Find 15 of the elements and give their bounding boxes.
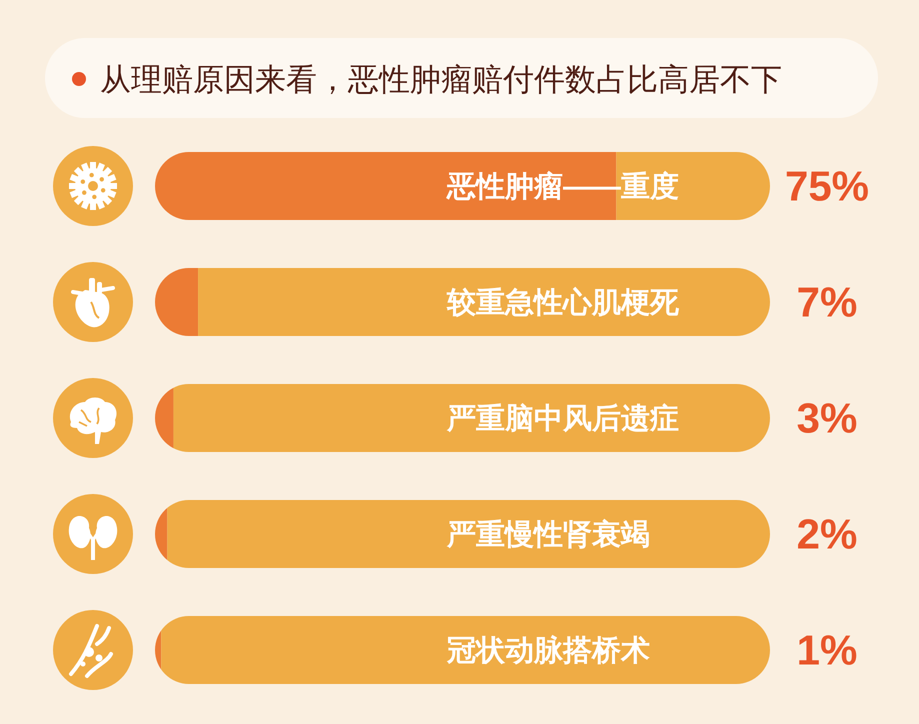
data-label: 7% (796, 278, 858, 326)
bar (198, 268, 770, 336)
y-tick-label: 严重慢性肾衰竭 (446, 518, 650, 552)
data-label: 1% (796, 626, 858, 674)
chart-title: 从理赔原因来看，恶性肿瘤赔付件数占比高居不下 (100, 62, 782, 97)
bar (167, 500, 770, 568)
data-label: 75% (784, 162, 870, 210)
y-tick-label: 严重脑中风后遗症 (446, 402, 679, 436)
bar (173, 384, 770, 452)
y-tick-label: 冠状动脉搭桥术 (446, 634, 650, 668)
bar (161, 616, 770, 684)
y-tick-label: 较重急性心肌梗死 (446, 286, 680, 320)
data-label: 3% (796, 394, 858, 442)
data-label: 2% (796, 510, 858, 558)
y-tick-label: 恶性肿瘤——重度 (446, 170, 679, 204)
